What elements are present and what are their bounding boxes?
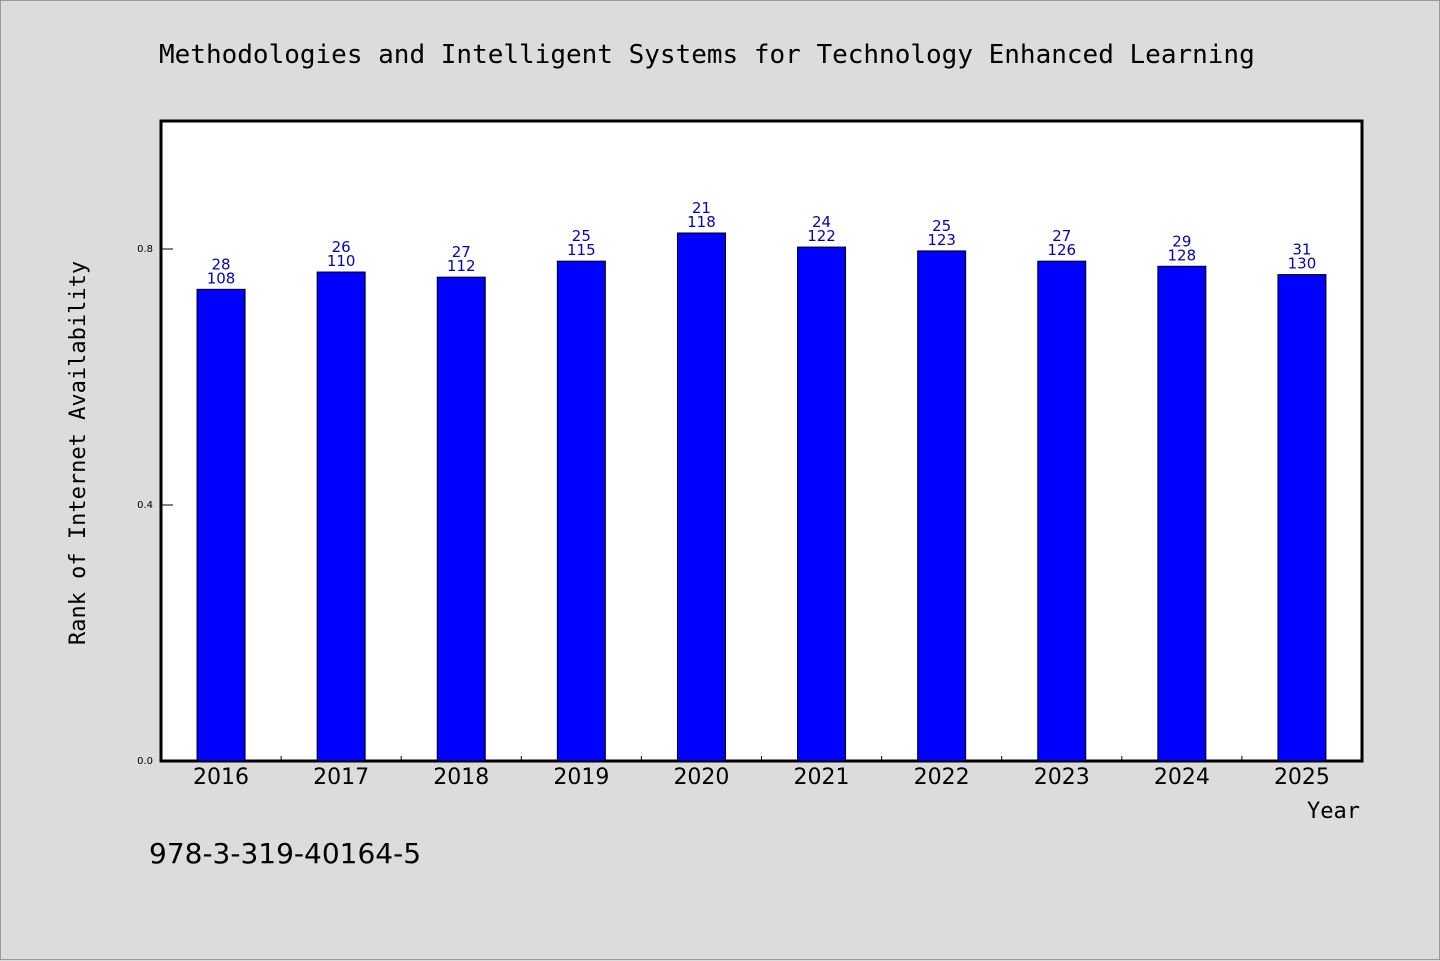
y-tick-label-2: 0.8 — [137, 244, 153, 255]
x-tick-label-2020: 2020 — [673, 765, 729, 790]
bar-2023 — [1037, 260, 1087, 762]
data-label-rank-2016: 28 — [212, 255, 231, 273]
bar-2016 — [196, 288, 246, 762]
data-label-total-2024: 128 — [1168, 246, 1197, 264]
data-label-total-2019: 115 — [567, 241, 596, 259]
bar-2018 — [436, 276, 486, 762]
data-label-total-2023: 126 — [1047, 241, 1076, 259]
x-tick-label-2019: 2019 — [553, 765, 609, 790]
bar-2019 — [556, 260, 606, 762]
data-label-rank-2025: 31 — [1292, 241, 1311, 259]
bar-2021 — [797, 246, 847, 762]
x-tick-label-2022: 2022 — [914, 765, 970, 790]
x-axis: 2016 2017 2018 2019 2020 2021 2022 2023 2024 2025 — [193, 756, 1330, 790]
data-label-total-2025: 130 — [1288, 255, 1317, 273]
data-label-rank-2023: 27 — [1052, 227, 1071, 245]
bar-2017 — [316, 271, 366, 762]
y-axis: 0.0 0.4 0.8 — [137, 244, 173, 767]
bars-layer — [196, 232, 1327, 762]
x-tick-label-2018: 2018 — [433, 765, 489, 790]
x-tick-label-2016: 2016 — [193, 765, 249, 790]
bar-2025 — [1277, 274, 1327, 762]
bar-2024 — [1157, 265, 1207, 762]
bar-2020 — [676, 232, 726, 762]
y-tick-label-0: 0.0 — [137, 756, 153, 767]
chart-title: Methodologies and Intelligent Systems fo… — [159, 40, 1255, 70]
bar-2022 — [917, 250, 967, 762]
data-label-rank-2019: 25 — [572, 227, 591, 245]
data-label-rank-2018: 27 — [452, 243, 471, 261]
data-label-total-2018: 112 — [447, 257, 476, 275]
data-label-rank-2022: 25 — [932, 217, 951, 235]
y-axis-title: Rank of Internet Availability — [66, 261, 91, 645]
data-label-rank-2017: 26 — [332, 238, 351, 256]
x-axis-title: Year — [1307, 799, 1360, 824]
data-label-total-2020: 118 — [687, 213, 716, 231]
data-label-total-2016: 108 — [207, 269, 236, 287]
isbn-label: 978-3-319-40164-5 — [149, 837, 421, 870]
data-label-rank-2024: 29 — [1172, 232, 1191, 250]
x-tick-label-2021: 2021 — [794, 765, 850, 790]
x-tick-label-2024: 2024 — [1154, 765, 1210, 790]
data-label-total-2017: 110 — [327, 252, 356, 270]
y-tick-label-1: 0.4 — [137, 500, 153, 511]
x-tick-label-2017: 2017 — [313, 765, 369, 790]
data-label-rank-2020: 21 — [692, 199, 711, 217]
data-label-total-2022: 123 — [927, 231, 956, 249]
x-tick-label-2025: 2025 — [1274, 765, 1330, 790]
x-tick-label-2023: 2023 — [1034, 765, 1090, 790]
data-label-total-2021: 122 — [807, 227, 836, 245]
data-label-rank-2021: 24 — [812, 213, 831, 231]
